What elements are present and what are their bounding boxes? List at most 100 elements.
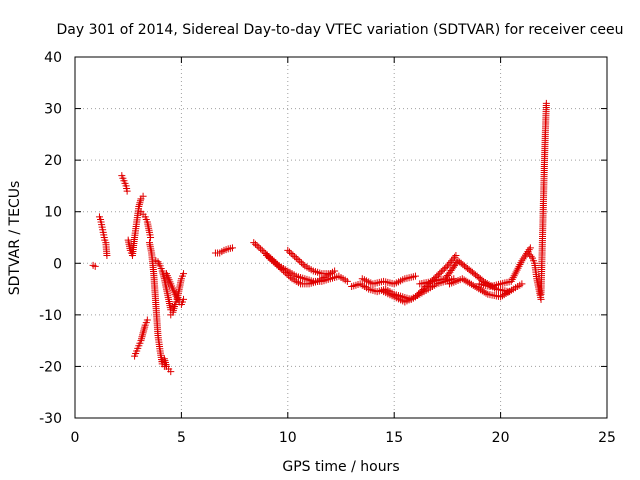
x-tick-label: 20 bbox=[492, 430, 510, 446]
data-point bbox=[271, 259, 279, 267]
data-point bbox=[497, 293, 505, 301]
x-tick-label: 25 bbox=[598, 430, 616, 446]
data-point bbox=[500, 291, 508, 299]
data-point bbox=[477, 286, 485, 294]
data-point bbox=[292, 254, 300, 262]
data-point bbox=[269, 258, 277, 266]
data-point bbox=[440, 265, 448, 273]
data-point bbox=[291, 253, 299, 261]
data-point bbox=[255, 243, 263, 251]
data-point bbox=[518, 280, 526, 288]
data-point bbox=[526, 244, 534, 252]
data-point bbox=[326, 270, 334, 278]
x-tick-label: 5 bbox=[177, 430, 186, 446]
y-tick-label: -20 bbox=[39, 359, 62, 375]
data-point bbox=[139, 331, 147, 339]
y-tick-label: 30 bbox=[44, 102, 62, 118]
data-point bbox=[458, 275, 466, 283]
data-point bbox=[143, 316, 151, 324]
chart-title: Day 301 of 2014, Sidereal Day-to-day VTE… bbox=[56, 22, 623, 38]
data-point bbox=[411, 272, 419, 280]
data-point bbox=[478, 287, 486, 295]
data-point bbox=[331, 267, 339, 275]
data-point bbox=[136, 199, 144, 207]
axis-tick-labels: 0 5 10 15 20 25 -30 -20 -10 0 10 20 30 40 bbox=[39, 50, 616, 446]
data-point bbox=[170, 302, 178, 310]
data-point bbox=[413, 291, 421, 299]
data-point bbox=[419, 285, 427, 293]
data-point bbox=[445, 260, 453, 268]
data-point bbox=[258, 246, 266, 254]
data-point bbox=[437, 268, 445, 276]
data-point bbox=[280, 267, 288, 275]
data-point bbox=[260, 248, 268, 256]
y-axis-label: SDTVAR / TECUs bbox=[7, 181, 23, 296]
data-point bbox=[286, 273, 294, 281]
data-point bbox=[416, 288, 424, 296]
data-point bbox=[504, 288, 512, 296]
x-tick-label: 0 bbox=[71, 430, 80, 446]
data-point bbox=[263, 252, 271, 260]
data-point bbox=[281, 269, 289, 277]
data-point bbox=[139, 192, 147, 200]
data-point bbox=[228, 244, 236, 252]
data-point bbox=[274, 262, 282, 270]
x-tick-label: 15 bbox=[385, 430, 403, 446]
data-point bbox=[161, 359, 169, 367]
data-point bbox=[278, 265, 286, 273]
data-point bbox=[140, 327, 148, 335]
y-tick-label: -30 bbox=[39, 411, 62, 427]
y-tick-label: 20 bbox=[44, 153, 62, 169]
data-point bbox=[285, 272, 293, 280]
data-point bbox=[473, 284, 481, 292]
data-point bbox=[415, 290, 423, 298]
data-point bbox=[91, 262, 99, 270]
data-point bbox=[434, 271, 442, 279]
data-point bbox=[446, 258, 454, 266]
y-tick-label: 40 bbox=[44, 50, 62, 66]
data-point bbox=[462, 277, 470, 285]
y-tick-label: -10 bbox=[39, 308, 62, 324]
data-point bbox=[464, 278, 472, 286]
data-point bbox=[297, 259, 305, 267]
data-point bbox=[140, 325, 148, 333]
data-point bbox=[421, 284, 429, 292]
plot-frame bbox=[74, 56, 608, 419]
data-point bbox=[268, 256, 276, 264]
data-point bbox=[180, 270, 188, 278]
data-point bbox=[448, 257, 456, 265]
y-tick-label: 0 bbox=[53, 256, 62, 272]
data-point bbox=[411, 293, 419, 301]
data-point bbox=[498, 292, 506, 300]
data-point bbox=[286, 248, 294, 256]
data-point bbox=[482, 289, 490, 297]
data-point bbox=[439, 266, 447, 274]
data-point bbox=[508, 286, 516, 294]
data-point bbox=[296, 257, 304, 265]
y-tick-label: 10 bbox=[44, 205, 62, 221]
data-point bbox=[469, 281, 477, 289]
data-point bbox=[526, 251, 534, 259]
data-point bbox=[475, 285, 483, 293]
data-point bbox=[289, 251, 297, 259]
data-point bbox=[266, 255, 274, 263]
data-point bbox=[123, 187, 131, 195]
data-point bbox=[103, 252, 111, 260]
x-axis-label: GPS time / hours bbox=[282, 459, 399, 475]
data-point bbox=[180, 295, 188, 303]
data-point bbox=[471, 282, 479, 290]
data-point bbox=[449, 255, 457, 263]
data-point bbox=[138, 333, 146, 341]
data-point bbox=[299, 260, 307, 268]
data-point bbox=[141, 323, 149, 331]
data-point bbox=[257, 245, 265, 253]
data-points bbox=[89, 99, 550, 376]
data-point bbox=[542, 99, 550, 107]
data-point bbox=[502, 289, 510, 297]
data-point bbox=[250, 239, 258, 247]
data-point bbox=[452, 252, 460, 260]
x-tick-label: 10 bbox=[279, 430, 297, 446]
data-point bbox=[524, 249, 532, 257]
